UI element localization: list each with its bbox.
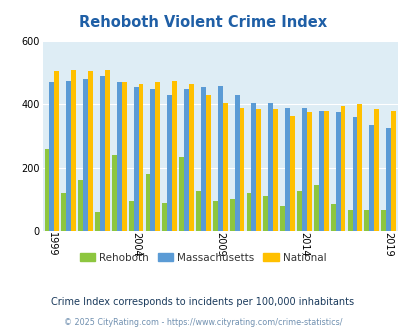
Bar xyxy=(54,71,59,231)
Bar xyxy=(318,111,323,231)
Bar xyxy=(289,115,294,231)
Bar xyxy=(347,211,352,231)
Text: Rehoboth Violent Crime Index: Rehoboth Violent Crime Index xyxy=(79,15,326,30)
Bar xyxy=(167,95,172,231)
Bar xyxy=(369,125,373,231)
Bar xyxy=(184,89,189,231)
Bar xyxy=(212,201,217,231)
Bar xyxy=(145,174,150,231)
Bar xyxy=(49,82,54,231)
Bar xyxy=(268,103,273,231)
Bar xyxy=(205,95,210,231)
Bar xyxy=(301,108,306,231)
Bar xyxy=(373,109,378,231)
Bar xyxy=(66,81,71,231)
Bar xyxy=(352,117,356,231)
Bar xyxy=(196,191,200,231)
Bar xyxy=(155,82,160,231)
Bar xyxy=(296,191,301,231)
Bar xyxy=(179,157,184,231)
Bar xyxy=(88,71,93,231)
Bar xyxy=(45,149,49,231)
Bar xyxy=(112,155,117,231)
Text: © 2025 CityRating.com - https://www.cityrating.com/crime-statistics/: © 2025 CityRating.com - https://www.city… xyxy=(64,318,341,327)
Bar xyxy=(380,211,385,231)
Bar xyxy=(246,193,251,231)
Bar xyxy=(390,111,395,231)
Legend: Rehoboth, Massachusetts, National: Rehoboth, Massachusetts, National xyxy=(75,249,330,267)
Bar xyxy=(263,196,268,231)
Bar xyxy=(234,95,239,231)
Bar xyxy=(138,84,143,231)
Bar xyxy=(356,105,361,231)
Bar xyxy=(340,106,345,231)
Bar xyxy=(162,203,167,231)
Bar xyxy=(133,87,138,231)
Bar xyxy=(217,85,222,231)
Bar xyxy=(61,193,66,231)
Bar xyxy=(104,70,109,231)
Bar xyxy=(323,111,328,231)
Bar xyxy=(78,181,83,231)
Bar xyxy=(222,103,227,231)
Bar xyxy=(100,76,104,231)
Bar xyxy=(364,211,369,231)
Bar xyxy=(71,70,76,231)
Bar xyxy=(128,201,133,231)
Bar xyxy=(251,103,256,231)
Bar xyxy=(330,204,335,231)
Bar xyxy=(279,206,284,231)
Bar xyxy=(229,199,234,231)
Bar xyxy=(83,79,88,231)
Bar xyxy=(189,84,194,231)
Bar xyxy=(150,89,155,231)
Bar xyxy=(117,82,121,231)
Bar xyxy=(95,212,100,231)
Bar xyxy=(273,109,277,231)
Bar xyxy=(306,113,311,231)
Text: Crime Index corresponds to incidents per 100,000 inhabitants: Crime Index corresponds to incidents per… xyxy=(51,297,354,307)
Bar xyxy=(256,109,260,231)
Bar xyxy=(200,87,205,231)
Bar xyxy=(385,128,390,231)
Bar xyxy=(335,113,340,231)
Bar xyxy=(313,185,318,231)
Bar xyxy=(122,82,126,231)
Bar xyxy=(284,108,289,231)
Bar xyxy=(172,81,177,231)
Bar xyxy=(239,108,244,231)
